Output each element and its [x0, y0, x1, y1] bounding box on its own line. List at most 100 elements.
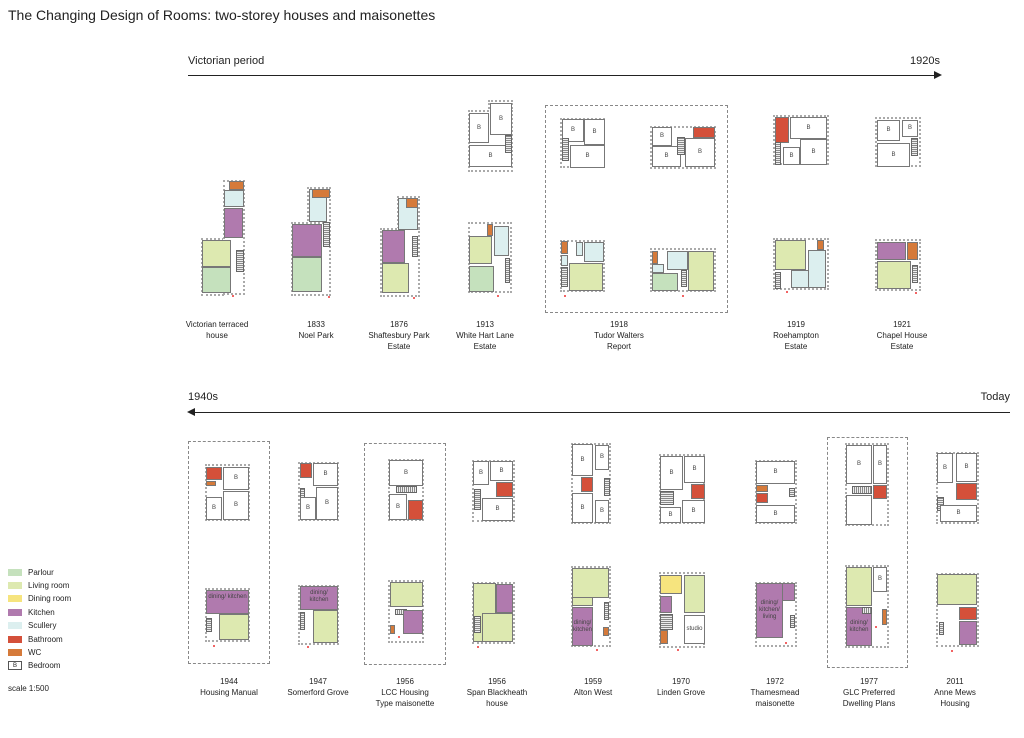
plan-caption: 1972 Thamesmead maisonette — [720, 676, 830, 709]
plan-caption: 1947 Somerford Grove — [263, 676, 373, 698]
wc — [660, 630, 668, 644]
bathroom — [956, 483, 977, 500]
legend-swatch — [8, 648, 22, 656]
legend-swatch — [8, 581, 22, 589]
bedroom: B — [490, 461, 513, 481]
wc — [817, 240, 824, 250]
legend-swatch — [8, 608, 22, 616]
bedroom: B — [940, 505, 977, 522]
plan-caption: 1921 Chapel House Estate — [847, 319, 957, 352]
bedroom: B — [570, 145, 605, 168]
plan-caption: 1833 Noel Park — [261, 319, 371, 341]
plan-caption: 1956 Span Blackheath house — [442, 676, 552, 709]
bedroom: B — [877, 143, 910, 167]
caption-name: Span Blackheath house — [466, 688, 528, 708]
caption-year: 2011 — [946, 677, 964, 686]
caption-year: 1918 — [610, 320, 628, 329]
living-room — [313, 610, 338, 643]
living-room — [684, 575, 705, 613]
bathroom — [756, 493, 768, 503]
living-room — [469, 236, 492, 264]
stairs-icon — [775, 142, 781, 165]
legend-label: Parlour — [28, 567, 54, 577]
bedroom: B — [956, 453, 977, 482]
legend-label: Bathroom — [28, 634, 63, 644]
stairs-icon — [911, 138, 918, 156]
caption-year: 1959 — [584, 677, 602, 686]
scullery — [224, 190, 244, 207]
kitchen — [382, 230, 405, 263]
parlour — [202, 267, 231, 293]
stairs-icon — [412, 236, 418, 257]
kitchen: dining/ kitchen/ living — [756, 583, 783, 638]
kitchen — [292, 224, 322, 257]
legend-label: WC — [28, 647, 42, 657]
bedroom: B — [300, 497, 316, 520]
living-room — [572, 568, 609, 598]
timeline-arrow — [194, 412, 1010, 413]
entrance-marker — [682, 295, 684, 297]
stairs-icon — [790, 615, 795, 628]
caption-name: White Hart Lane Estate — [456, 331, 514, 351]
entrance-marker — [564, 295, 566, 297]
wc — [390, 625, 395, 634]
wc — [907, 242, 918, 260]
bedroom: B — [469, 113, 489, 143]
room: studio — [684, 615, 705, 644]
legend-label: Bedroom — [28, 661, 61, 671]
plan-caption: 1918 Tudor Walters Report — [564, 319, 674, 352]
bedroom: B — [469, 145, 512, 167]
living-room — [775, 240, 806, 270]
bedroom: B — [316, 487, 338, 520]
legend-item: Dining room — [8, 594, 71, 604]
stairs-icon — [206, 618, 212, 632]
plan-caption: 1913 White Hart Lane Estate — [430, 319, 540, 352]
plan-caption: 1959 Alton West — [538, 676, 648, 698]
plan-caption: 2011 Anne Mews Housing — [900, 676, 1010, 709]
bedroom: B — [937, 453, 953, 483]
caption-name: GLC Preferred Dwelling Plans — [842, 688, 896, 708]
entrance-marker — [951, 650, 953, 652]
legend-label: Living room — [28, 580, 70, 590]
scullery — [652, 264, 664, 273]
bedroom: B — [313, 463, 338, 486]
legend-swatch — [8, 595, 22, 603]
entrance-marker — [785, 642, 787, 644]
timeline-start-label: 1940s — [188, 391, 218, 403]
plan-caption: 1919 Roehampton Estate — [741, 319, 851, 352]
caption-year: 1919 — [787, 320, 805, 329]
entrance-marker — [477, 646, 479, 648]
wc — [206, 481, 216, 486]
caption-year: 1972 — [766, 677, 784, 686]
plan-caption: 1977 GLC Preferred Dwelling Plans — [814, 676, 924, 709]
stairs-icon — [562, 138, 569, 161]
stairs-icon — [505, 135, 512, 153]
living-room — [688, 251, 714, 291]
bathroom — [959, 607, 977, 620]
living-room — [937, 574, 977, 605]
caption-name: Noel Park — [298, 331, 334, 340]
living-room — [202, 240, 231, 267]
caption-name: Anne Mews Housing — [934, 688, 976, 708]
legend-item: Kitchen — [8, 607, 55, 617]
entrance-marker — [328, 296, 330, 298]
bedroom: B — [223, 491, 249, 520]
scale-label: scale 1:500 — [8, 684, 49, 693]
timeline-end-label: 1920s — [910, 55, 940, 67]
caption-name: Somerford Grove — [287, 688, 349, 697]
bathroom — [581, 477, 593, 492]
group-frame — [188, 441, 270, 664]
stairs-icon — [396, 486, 417, 493]
legend-item: B Bedroom — [8, 661, 60, 671]
room — [846, 495, 872, 525]
wc — [756, 485, 768, 492]
group-frame — [364, 443, 446, 665]
entrance-marker — [307, 646, 309, 648]
bedroom: B — [482, 498, 513, 521]
living-room — [846, 567, 872, 606]
caption-name: Thamesmead maisonette — [750, 688, 800, 708]
bedroom: B — [783, 147, 800, 165]
plan-caption: 1970 Linden Grove — [626, 676, 736, 698]
bedroom: B — [756, 461, 795, 484]
bathroom — [693, 127, 715, 138]
